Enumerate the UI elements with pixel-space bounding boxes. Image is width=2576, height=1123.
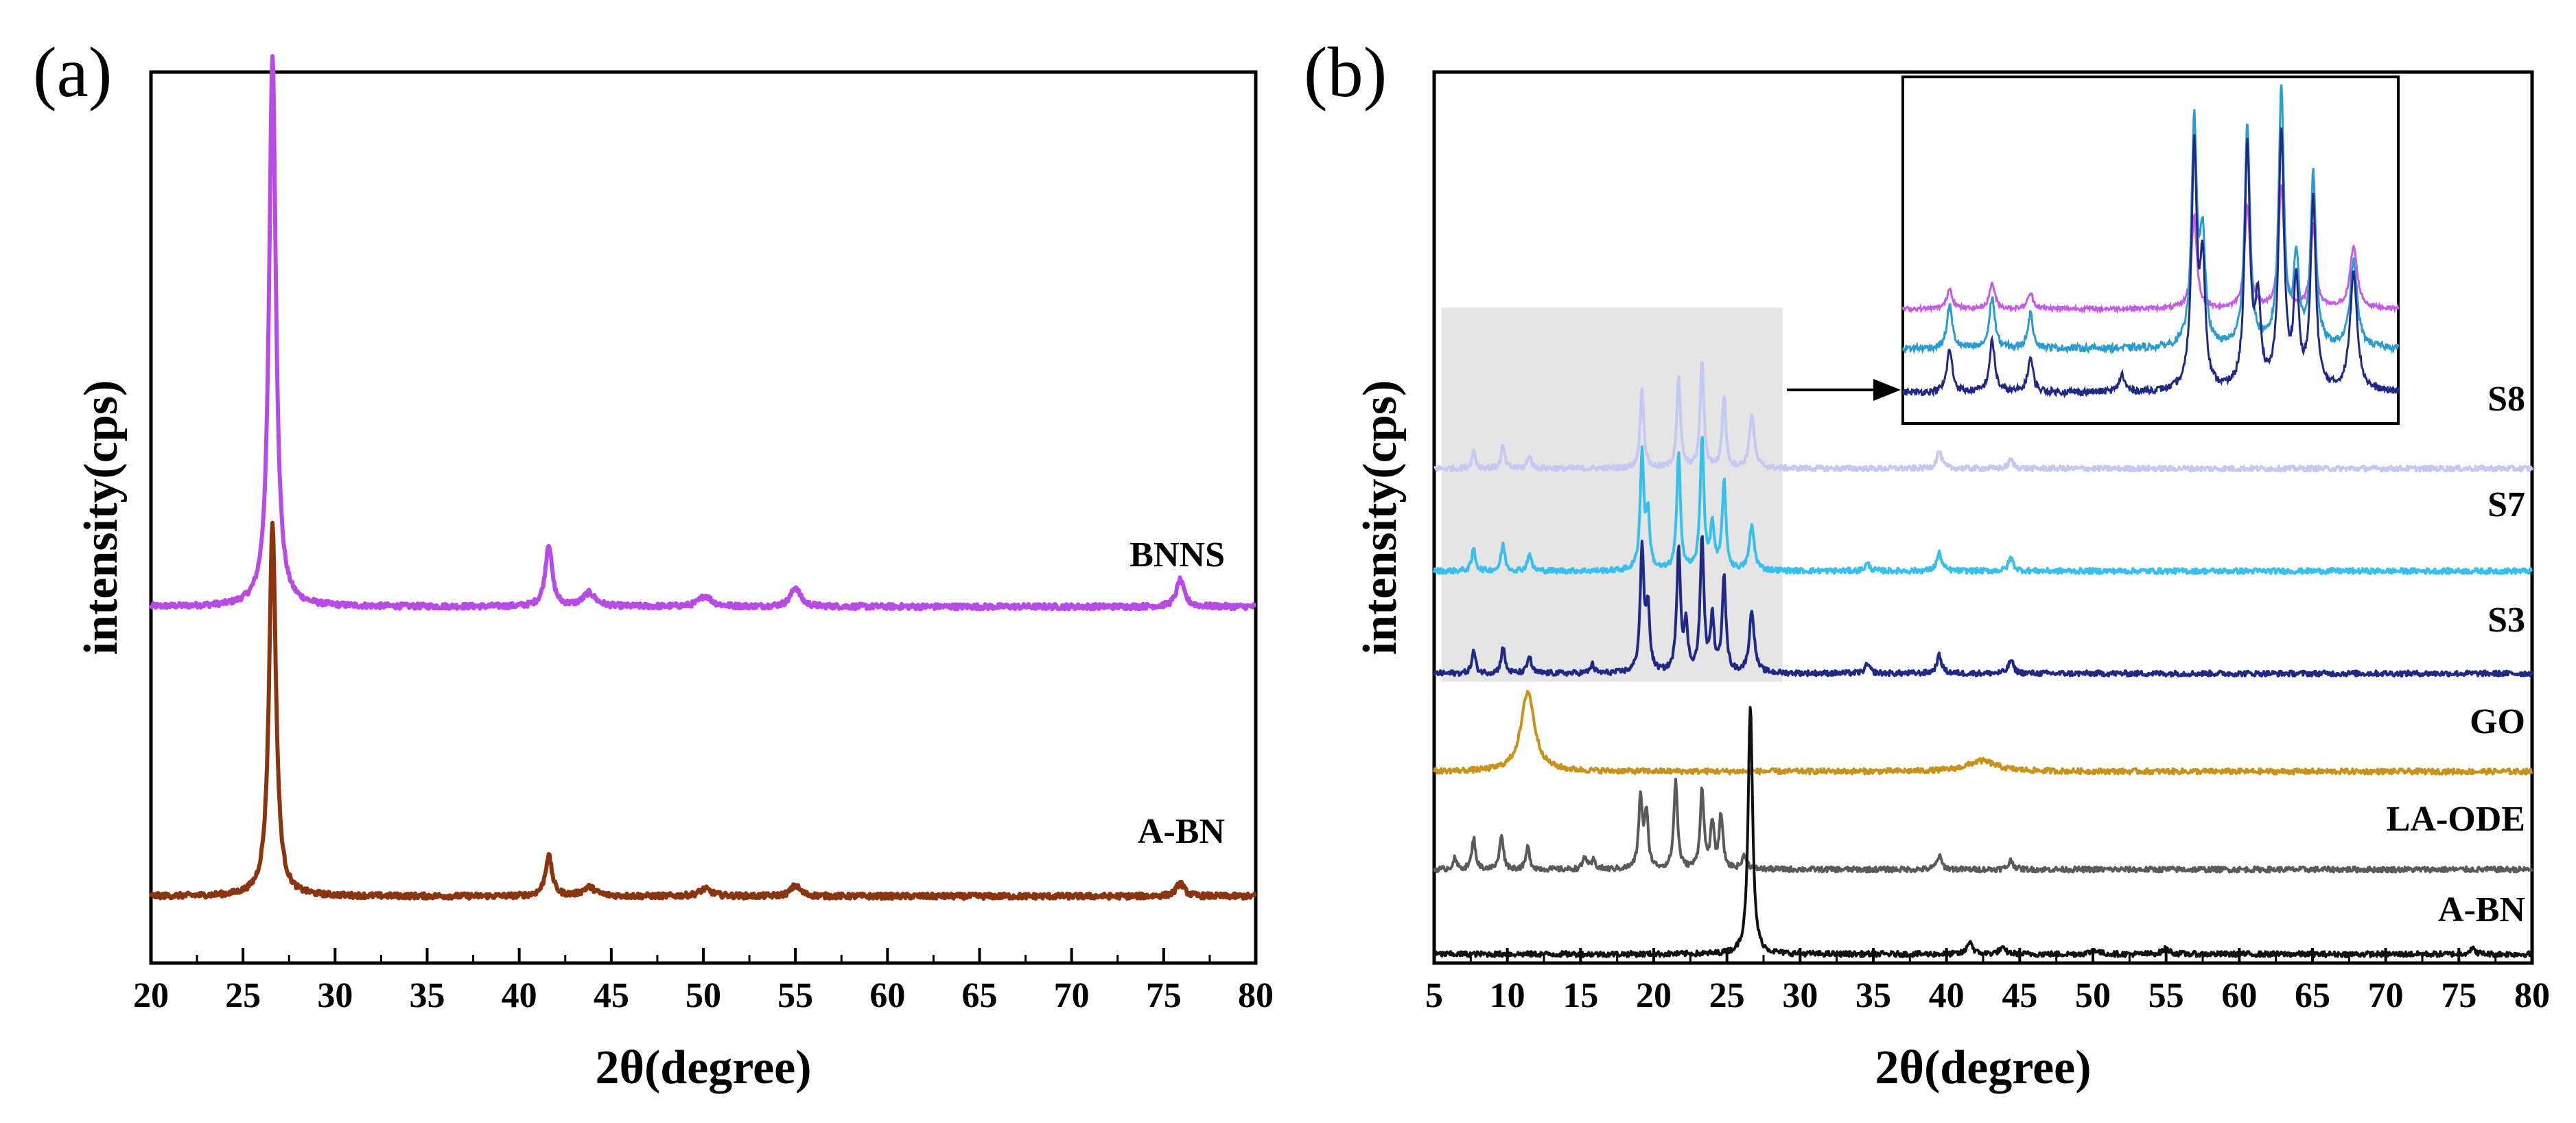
x-tick-label: 25: [1709, 976, 1745, 1015]
series-label-s8: S8: [2487, 380, 2525, 419]
panel-a-series: BNNS A-BN: [149, 54, 1257, 901]
series-line-s8: [1433, 361, 2533, 473]
x-tick-label: 65: [962, 976, 998, 1015]
series-label-bnns: BNNS: [1129, 535, 1225, 575]
x-tick-label: 55: [777, 976, 813, 1015]
x-tick-label: 80: [1238, 976, 1274, 1015]
x-tick-label: 20: [133, 976, 169, 1015]
x-tick-label: 30: [1782, 976, 1818, 1015]
x-tick-label: 40: [1929, 976, 1965, 1015]
series-label-go: GO: [2470, 702, 2525, 741]
panel-a-label: (a): [33, 33, 112, 112]
series-line-la-ode: [1433, 778, 2533, 874]
series-line-s7: [1433, 436, 2533, 575]
panel-b: (b) 5 10 15 20 25 30 35 40 45 50 55 60 65 70 75 80 S8 S7…: [1304, 33, 2550, 1094]
zoom-arrow-icon: [1873, 379, 1901, 401]
x-tick-label: 25: [225, 976, 261, 1015]
x-tick-label: 55: [2148, 976, 2184, 1015]
x-tick-label: 50: [686, 976, 721, 1015]
x-tick-label: 60: [2221, 976, 2257, 1015]
inset-zoom: [1901, 76, 2400, 425]
x-tick-label: 45: [594, 976, 629, 1015]
x-tick-label: 70: [2368, 976, 2404, 1015]
x-tick-label: 10: [1490, 976, 1525, 1015]
series-line-s3: [1433, 535, 2533, 678]
series-label-a-bn: A-BN: [2438, 890, 2525, 929]
panel-a-frame: [149, 70, 1258, 965]
x-tick-label: 75: [2441, 976, 2477, 1015]
x-tick-label: 35: [410, 976, 445, 1015]
series-label-s7: S7: [2487, 485, 2525, 524]
x-tick-label: 75: [1146, 976, 1182, 1015]
x-tick-label: 5: [1425, 976, 1443, 1015]
inset-line-s3: [1902, 127, 2400, 399]
panel-a-x-title: 2θ(degree): [595, 1041, 811, 1094]
series-line-go: [1433, 690, 2533, 776]
panel-b-series: S8 S7 S3 GO LA-ODE A-BN: [1433, 361, 2533, 958]
panel-a-y-title: intensity(cps): [75, 380, 128, 656]
series-label-s3: S3: [2487, 601, 2525, 640]
x-tick-label: 20: [1636, 976, 1672, 1015]
series-label-a-bn: A-BN: [1138, 812, 1225, 851]
x-tick-label: 60: [869, 976, 905, 1015]
series-line-a-bn: [1433, 706, 2533, 958]
x-tick-label: 30: [317, 976, 353, 1015]
panel-b-label: (b): [1304, 33, 1387, 112]
panel-b-x-ticks: 5 10 15 20 25 30 35 40 45 50 55 60 65 70 75 80: [1425, 948, 2550, 1015]
x-tick-label: 35: [1855, 976, 1891, 1015]
series-label-la-ode: LA-ODE: [2387, 800, 2525, 839]
inset-series: [1901, 84, 2400, 399]
x-tick-label: 50: [2075, 976, 2111, 1015]
highlight-region: [1441, 308, 1783, 682]
panel-a: (a) 20 25 30 35 40 45 50 55 60 65 70 75 80 BNNSA-BN …: [33, 33, 1274, 1094]
x-tick-label: 80: [2514, 976, 2550, 1015]
panel-b-x-title: 2θ(degree): [1875, 1041, 2091, 1094]
x-tick-label: 70: [1054, 976, 1090, 1015]
panel-a-x-ticks: 20 25 30 35 40 45 50 55 60 65 70 75 80: [133, 948, 1274, 1015]
x-tick-label: 45: [2002, 976, 2037, 1015]
series-line-a-bn: [149, 520, 1257, 901]
x-tick-label: 15: [1562, 976, 1598, 1015]
series-line-bnns: [149, 54, 1257, 612]
panel-b-y-title: intensity(cps): [1354, 380, 1407, 656]
x-tick-label: 65: [2295, 976, 2330, 1015]
x-tick-label: 40: [502, 976, 537, 1015]
